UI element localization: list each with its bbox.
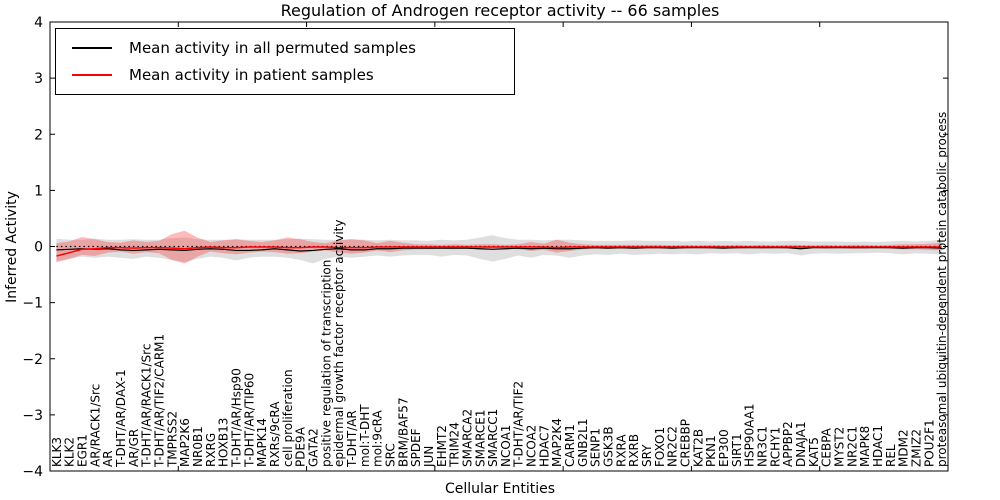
x-category-label: mol:9cRA — [371, 410, 385, 467]
y-tick-label: 1 — [34, 183, 43, 199]
x-category-label: CEBPA — [820, 427, 834, 467]
x-category-label: EHMT2 — [435, 425, 449, 467]
x-category-label: GNB2L1 — [576, 419, 590, 467]
y-tick-label: −3 — [22, 408, 43, 424]
x-category-label: T-DHT/AR — [345, 410, 359, 468]
x-category-label: TMPRSS2 — [165, 411, 179, 468]
x-category-label: RXRG — [204, 433, 218, 467]
x-category-label: JUN — [422, 446, 436, 468]
x-category-label: EP300 — [717, 429, 731, 467]
x-category-label: T-DHT/AR/TIP60 — [242, 373, 256, 468]
x-category-label: MDM2 — [897, 429, 911, 467]
y-tick-label: 0 — [34, 240, 43, 256]
x-category-label: GATA2 — [306, 428, 320, 467]
y-tick-label: −1 — [22, 296, 43, 312]
legend-label-permuted: Mean activity in all permuted samples — [129, 38, 416, 57]
legend-item-patient: Mean activity in patient samples — [56, 61, 514, 88]
permuted-mean-line — [56, 247, 942, 252]
x-category-label: SMARCA2 — [460, 409, 474, 467]
x-category-label: MAP2K4 — [550, 418, 564, 467]
x-category-label: T-DHT/AR/TIF2/CARM1 — [153, 334, 167, 468]
x-category-label: SIRT1 — [730, 433, 744, 467]
x-category-label: TRIM24 — [448, 422, 462, 468]
x-category-label: KAT2B — [691, 429, 705, 467]
patient-mean-line — [56, 246, 942, 257]
legend-item-permuted: Mean activity in all permuted samples — [56, 34, 514, 61]
x-category-label: ZMIZ2 — [909, 429, 923, 467]
x-category-label: T-DHT/AR/DAX-1 — [114, 369, 128, 468]
x-category-label: T-DHT/AR/RACK1/Src — [140, 344, 154, 468]
x-category-label: PKN1 — [704, 435, 718, 467]
patient-line-swatch — [72, 73, 112, 76]
x-category-label: MAPK14 — [255, 418, 269, 467]
x-category-label: SPDEF — [409, 428, 423, 467]
x-category-label: AR/GR — [127, 429, 141, 467]
x-category-label: NR2C2 — [666, 426, 680, 467]
x-category-label: epidermal growth factor receptor activit… — [332, 220, 346, 467]
x-category-label: positive regulation of transcription — [319, 260, 333, 467]
x-category-label: RXRs/9cRA — [268, 401, 282, 467]
x-category-label: T-DHT/AR/Hsp90 — [230, 368, 244, 468]
x-category-label: AR — [101, 450, 115, 467]
x-category-label: BRM/BAF57 — [396, 397, 410, 467]
x-category-label: APPBP2 — [781, 421, 795, 467]
x-category-label: mol:T-DHT — [358, 404, 372, 467]
x-category-label: MAPK8 — [858, 426, 872, 467]
x-category-label: KAT5 — [807, 437, 821, 467]
x-category-label: SMARCC1 — [486, 409, 500, 467]
x-category-label: HOXB13 — [217, 418, 231, 467]
x-category-label: cell proliferation — [281, 369, 295, 467]
x-category-label: HDAC7 — [537, 425, 551, 467]
y-tick-label: 2 — [34, 127, 43, 143]
x-category-label: SENP1 — [589, 428, 603, 467]
x-category-label: NCOA1 — [499, 425, 513, 467]
x-category-label: SRY — [640, 444, 654, 467]
legend-label-patient: Mean activity in patient samples — [129, 65, 374, 84]
x-category-label: KLK2 — [63, 437, 77, 467]
x-category-label: NR3C1 — [755, 426, 769, 467]
x-category-label: CREBBP — [679, 419, 693, 467]
y-tick-label: −2 — [22, 352, 43, 368]
x-category-label: NR0B1 — [191, 426, 205, 467]
chart-title: Regulation of Androgen receptor activity… — [280, 1, 720, 20]
x-category-label: DNAJA1 — [794, 421, 808, 467]
x-category-label: PDE9A — [294, 426, 308, 467]
permuted-line-swatch — [72, 46, 112, 49]
x-category-label: HDAC1 — [871, 425, 885, 467]
y-tick-label: 4 — [34, 15, 43, 31]
x-category-label: RXRA — [614, 434, 628, 467]
x-category-label: KLK3 — [50, 437, 64, 467]
x-category-label: HSP90AA1 — [743, 403, 757, 467]
x-category-label: RXRB — [627, 434, 641, 467]
x-category-label: proteasomal ubiquitin-dependent protein … — [935, 112, 949, 467]
x-category-label: T-DHT/AR/TIF2 — [512, 381, 526, 468]
x-category-label: SRC — [383, 443, 397, 467]
x-category-label: NR2C1 — [845, 426, 859, 467]
x-category-label: REL — [884, 444, 898, 467]
x-category-label: FOXO1 — [653, 427, 667, 467]
x-category-label: SMARCE1 — [473, 409, 487, 467]
y-tick-label: −4 — [22, 464, 43, 480]
legend: Mean activity in all permuted samples Me… — [55, 28, 515, 95]
x-category-label: NCOA2 — [525, 425, 539, 467]
x-category-label: POU2F1 — [922, 419, 936, 467]
x-category-label: MYST2 — [832, 427, 846, 467]
x-category-label: GSK3B — [602, 426, 616, 467]
x-category-label: AR/RACK1/Src — [88, 384, 102, 467]
x-category-label: MAP2K6 — [178, 418, 192, 467]
y-tick-label: 3 — [34, 71, 43, 87]
x-category-label: EGR1 — [76, 434, 90, 467]
x-category-label: CARM1 — [563, 424, 577, 467]
x-axis-label: Cellular Entities — [444, 481, 556, 497]
x-category-label: RCHY1 — [768, 427, 782, 467]
